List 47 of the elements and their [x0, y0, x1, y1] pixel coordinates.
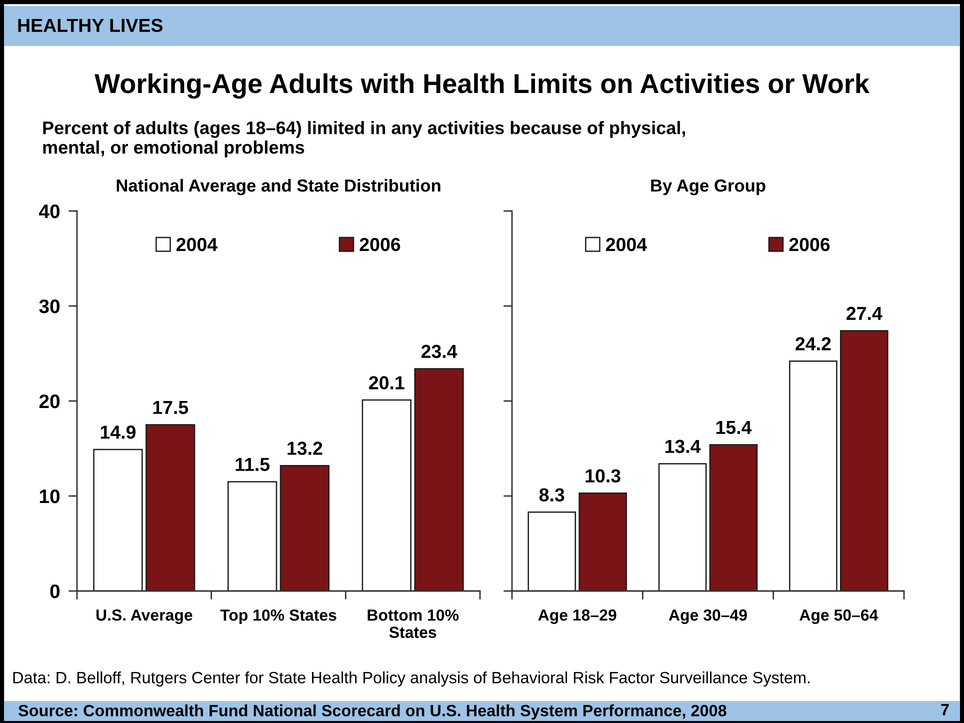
y-tick-label: 0: [50, 584, 60, 598]
x-tick-label: Age 30–49: [668, 609, 747, 624]
text: Working-Age Adults with Health Limits on Activities or Work: [94, 73, 870, 99]
bar: [228, 481, 278, 591]
legend-label: 2006: [360, 238, 400, 252]
bar: [658, 463, 707, 591]
text: Data: D. Belloff, Rutgers Center for State Health Policy analysis of Behavioral Risk Factor Surveillance System.: [13, 671, 810, 687]
legend-label: 2006: [789, 238, 830, 252]
x-tick-label: Top 10% States: [220, 609, 336, 624]
text: 7: [941, 704, 949, 716]
bar: [528, 512, 576, 591]
data-label: 20.1: [369, 376, 404, 390]
data-label: 13.4: [665, 440, 701, 454]
y-tick-label: 40: [39, 204, 60, 218]
data-label: 8.3: [539, 488, 564, 502]
bar: [414, 368, 464, 591]
x-tick-label: Age 50–64: [800, 609, 878, 624]
bar: [280, 464, 330, 591]
data-label: 11.5: [236, 458, 270, 472]
bar: [578, 492, 627, 591]
legend-label: 2004: [606, 238, 647, 252]
data-label: 27.4: [846, 306, 882, 320]
data-label: 15.4: [716, 420, 752, 434]
bar: [709, 444, 758, 591]
data-label: 10.3: [586, 469, 620, 483]
y-tick-label: 30: [39, 299, 60, 314]
bar: [789, 360, 838, 591]
bar: [840, 330, 888, 591]
data-label: 23.4: [421, 344, 458, 358]
chart-title: By Age Group: [651, 179, 766, 196]
y-tick-label: 20: [39, 394, 60, 408]
data-label: 13.2: [288, 442, 322, 455]
data-label: 24.2: [796, 337, 831, 350]
source-note: Source: Commonwealth Fund National Scorecard on U.S. Health System Performance, 2008: [18, 704, 726, 720]
y-tick-label: 10: [40, 489, 60, 504]
chart-title: National Average and State Distribution: [116, 178, 440, 196]
bar: [362, 399, 412, 591]
data-label: 14.9: [100, 426, 136, 439]
data-label: 17.5: [153, 401, 188, 414]
legend-label: 2004: [176, 238, 218, 252]
text: Percent of adults (ages 18–64) limited in any activities because of physical, mental, or emotional problems: [43, 121, 686, 158]
bar: [93, 448, 143, 591]
x-tick-label: Age 18–29: [538, 609, 616, 624]
text: HEALTHY LIVES: [18, 18, 162, 32]
x-tick-label: U.S. Average: [96, 609, 192, 624]
bar: [146, 424, 196, 591]
x-tick-label: Bottom 10% States: [368, 609, 459, 638]
